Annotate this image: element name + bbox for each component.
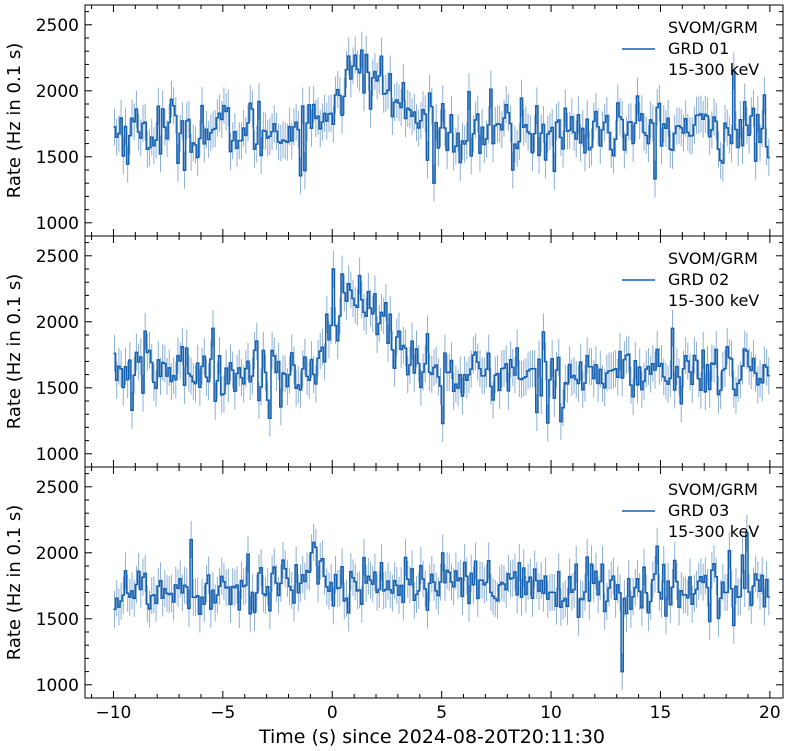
legend: SVOM/GRM GRD 02 15-300 keV <box>622 249 759 310</box>
series-grd-03 <box>113 514 770 691</box>
legend-text: SVOM/GRM <box>668 18 758 37</box>
legend: SVOM/GRM GRD 03 15-300 keV <box>622 480 759 541</box>
y-tick-label: 1500 <box>36 379 79 399</box>
x-tick-label: −5 <box>210 703 235 723</box>
step-line <box>113 268 770 425</box>
legend: SVOM/GRM GRD 01 15-300 keV <box>622 18 759 79</box>
y-tick-label: 2500 <box>36 16 79 36</box>
y-tick-label: 2500 <box>36 478 79 498</box>
x-tick-label: −10 <box>95 703 131 723</box>
step-line <box>113 49 770 184</box>
step-line <box>113 532 770 673</box>
legend-text: 15-300 keV <box>668 60 759 79</box>
y-tick-label: 2500 <box>36 247 79 267</box>
y-tick-label: 1000 <box>36 445 79 465</box>
y-axis-label: Rate (Hz in 0.1 s) <box>4 505 25 661</box>
legend-text: GRD 02 <box>668 270 729 289</box>
y-tick-label: 2000 <box>36 313 79 333</box>
x-tick-label: 20 <box>759 703 781 723</box>
y-axis-label: Rate (Hz in 0.1 s) <box>4 274 25 430</box>
x-tick-label: 5 <box>436 703 447 723</box>
legend-text: GRD 01 <box>668 39 729 58</box>
y-tick-label: 1000 <box>36 676 79 696</box>
x-tick-label: 15 <box>650 703 672 723</box>
panel-3: 1000 1500 2000 2500 −10 −5 0 5 10 15 20 Rate (Hz in… <box>4 466 784 723</box>
x-tick-label: 0 <box>327 703 338 723</box>
panel-2: 1000 1500 2000 2500 Rate (Hz in 0.1 s) SVOM/G… <box>4 235 784 468</box>
series-grd-02 <box>113 250 770 442</box>
legend-text: SVOM/GRM <box>668 249 758 268</box>
y-axis-label: Rate (Hz in 0.1 s) <box>4 43 25 199</box>
legend-text: 15-300 keV <box>668 291 759 310</box>
x-tick-label: 10 <box>540 703 562 723</box>
y-tick-label: 1500 <box>36 610 79 630</box>
panels: 1000 1500 2000 2500 Rate (Hz in 0.1 s) SVOM/G… <box>4 4 784 723</box>
series-grd-01 <box>113 31 770 202</box>
y-tick-label: 1500 <box>36 148 79 168</box>
axes-frame <box>84 466 784 699</box>
y-tick-label: 2000 <box>36 82 79 102</box>
legend-text: SVOM/GRM <box>668 480 758 499</box>
ticks <box>85 5 783 237</box>
y-tick-label: 1000 <box>36 214 79 234</box>
ticks <box>85 467 783 699</box>
y-tick-label: 2000 <box>36 544 79 564</box>
legend-text: 15-300 keV <box>668 522 759 541</box>
panel-1: 1000 1500 2000 2500 Rate (Hz in 0.1 s) SVOM/G… <box>4 4 784 237</box>
x-axis-label: Time (s) since 2024-08-20T20:11:30 <box>258 726 605 748</box>
legend-text: GRD 03 <box>668 501 729 520</box>
